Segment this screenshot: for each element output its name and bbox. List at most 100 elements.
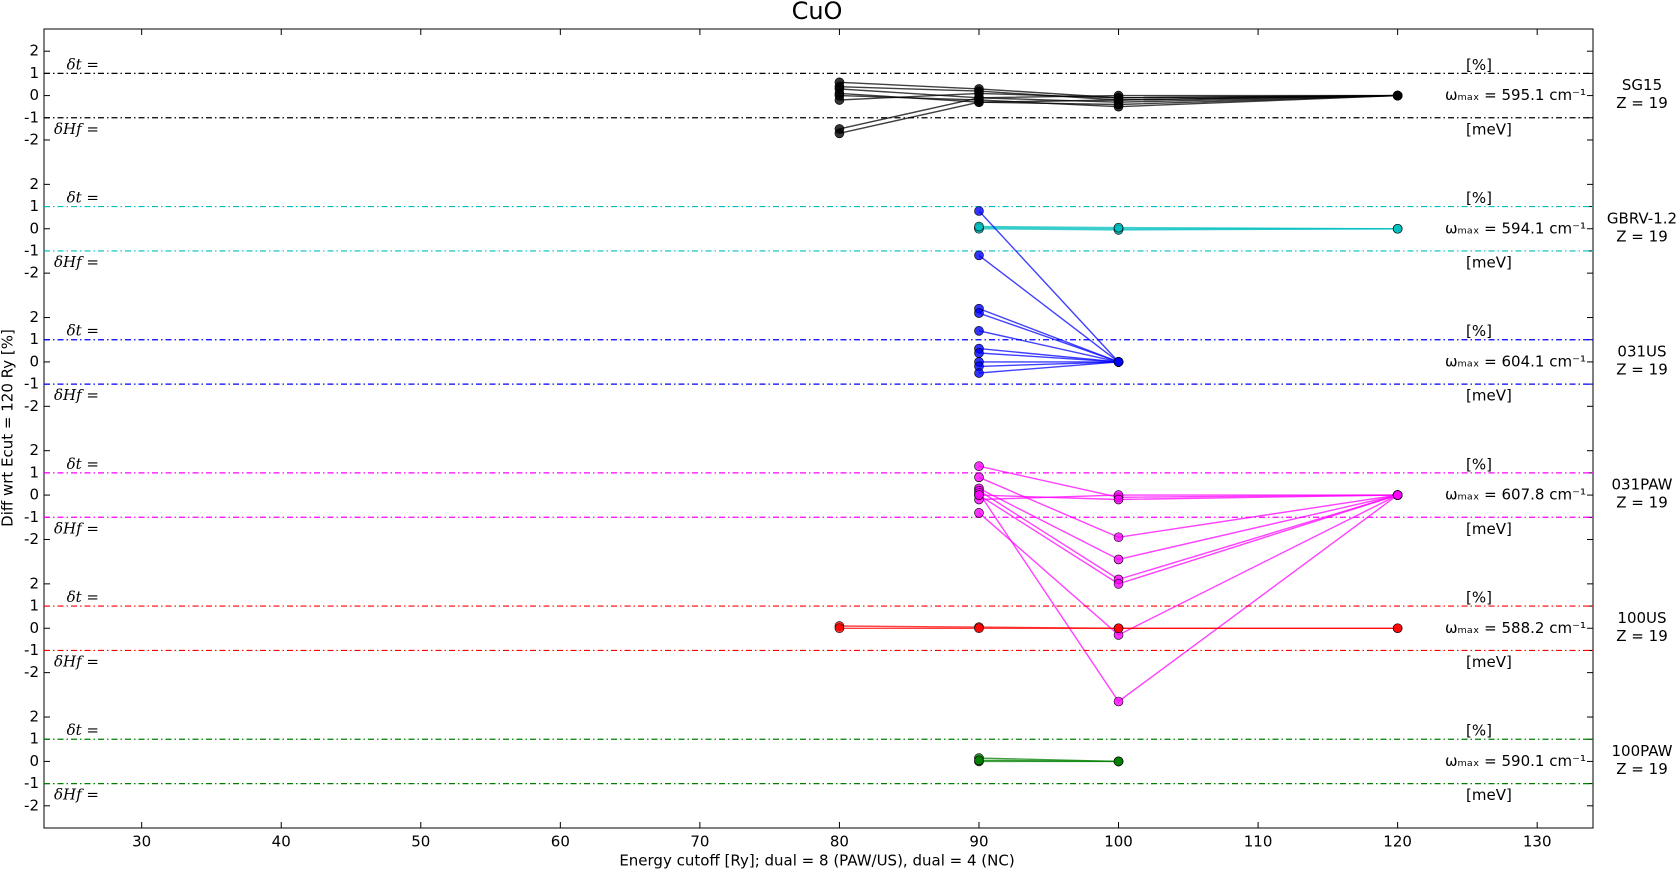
series-line (839, 94, 1398, 130)
lower-unit: [meV] (1466, 253, 1512, 271)
data-point (1113, 532, 1124, 543)
data-point (1392, 490, 1403, 500)
upper-unit: [%] (1466, 455, 1492, 473)
upper-label: δt = (67, 588, 99, 606)
panel-name: SG15 (1622, 76, 1662, 94)
data-point (974, 206, 984, 216)
data-point (1113, 579, 1124, 589)
y-tick-label: 2 (29, 441, 39, 459)
series-line (978, 312, 1119, 363)
y-tick-label: -1 (24, 774, 39, 792)
y-tick-label: -2 (24, 397, 39, 415)
data-point (974, 221, 984, 232)
y-tick-label: 0 (29, 219, 39, 237)
omega-label: ωₘₐₓ = 604.1 cm⁻¹ (1445, 352, 1586, 370)
data-point (834, 623, 845, 634)
data-point (974, 97, 984, 108)
series-line (978, 361, 1119, 374)
data-point (1113, 623, 1124, 634)
panel-name: 031US (1617, 342, 1666, 360)
panel-z: Z = 19 (1616, 227, 1667, 245)
x-tick-label: 90 (969, 833, 988, 851)
panel-z: Z = 19 (1616, 627, 1667, 645)
lower-label: δHf = (54, 519, 99, 537)
data-point (1392, 90, 1403, 101)
x-tick-label: 80 (830, 833, 849, 851)
panel-z: Z = 19 (1616, 360, 1667, 378)
x-tick-label: 130 (1523, 833, 1552, 851)
x-tick-label: 110 (1244, 833, 1273, 851)
y-tick-label: 2 (29, 42, 39, 60)
y-tick-label: 2 (29, 708, 39, 726)
x-tick-label: 50 (411, 833, 430, 851)
omega-label: ωₘₐₓ = 595.1 cm⁻¹ (1445, 86, 1586, 104)
data-point (974, 326, 984, 336)
upper-label: δt = (67, 721, 99, 739)
data-point (1113, 222, 1124, 233)
data-point (974, 490, 984, 500)
omega-label: ωₘₐₓ = 594.1 cm⁻¹ (1445, 219, 1586, 237)
y-tick-label: 0 (29, 619, 39, 637)
panel-name: 031PAW (1612, 476, 1673, 494)
upper-unit: [%] (1466, 722, 1492, 740)
y-tick-label: -1 (24, 108, 39, 126)
series-line (978, 361, 1119, 368)
data-point (1113, 756, 1124, 767)
panel-z: Z = 19 (1616, 760, 1667, 778)
series-line (978, 759, 1119, 763)
data-point (1113, 696, 1124, 707)
lower-label: δHf = (54, 120, 99, 138)
upper-label: δt = (67, 455, 99, 473)
y-tick-label: -1 (24, 641, 39, 659)
y-tick-label: -1 (24, 375, 39, 393)
y-tick-label: -2 (24, 530, 39, 548)
data-point (974, 508, 984, 518)
data-point (1113, 554, 1124, 565)
x-axis-label: Energy cutoff [Ry]; dual = 8 (PAW/US), d… (619, 852, 1014, 870)
series-line (978, 330, 1119, 363)
data-point (834, 95, 845, 105)
omega-label: ωₘₐₓ = 588.2 cm⁻¹ (1445, 619, 1586, 637)
y-tick-label: 0 (29, 352, 39, 370)
lower-unit: [meV] (1466, 120, 1512, 138)
y-tick-label: -1 (24, 508, 39, 526)
upper-unit: [%] (1466, 589, 1492, 607)
panel-name: 100PAW (1612, 742, 1673, 760)
y-tick-label: 0 (29, 752, 39, 770)
plot-frame (43, 28, 1594, 829)
panel-name: 100US (1617, 609, 1666, 627)
lower-unit: [meV] (1466, 387, 1512, 405)
y-tick-label: 1 (29, 463, 39, 481)
lower-label: δHf = (54, 253, 99, 271)
upper-unit: [%] (1466, 322, 1492, 340)
y-tick-label: -2 (24, 130, 39, 148)
panel-z: Z = 19 (1616, 94, 1667, 112)
data-point (974, 308, 984, 318)
data-point (974, 348, 984, 358)
y-tick-label: 2 (29, 574, 39, 592)
y-tick-label: 1 (29, 730, 39, 748)
y-tick-label: -2 (24, 796, 39, 814)
y-tick-label: -2 (24, 663, 39, 681)
series-line (839, 94, 1398, 108)
data-point (1392, 223, 1403, 234)
lower-unit: [meV] (1466, 786, 1512, 804)
series-line (978, 307, 1119, 363)
data-point (974, 461, 984, 472)
y-tick-label: 1 (29, 197, 39, 215)
data-point (974, 472, 984, 483)
series-line (978, 352, 1119, 363)
upper-label: δt = (67, 55, 99, 73)
y-axis-label: Diff wrt Ecut = 120 Ry [%] (0, 329, 17, 527)
lower-unit: [meV] (1466, 653, 1512, 671)
data-point (834, 128, 845, 139)
series-line (839, 94, 1398, 134)
upper-unit: [%] (1466, 56, 1492, 74)
y-tick-label: -1 (24, 241, 39, 259)
y-tick-label: 0 (29, 486, 39, 504)
series-line (839, 88, 1398, 103)
data-point (974, 368, 984, 378)
lower-label: δHf = (54, 786, 99, 804)
upper-unit: [%] (1466, 189, 1492, 207)
